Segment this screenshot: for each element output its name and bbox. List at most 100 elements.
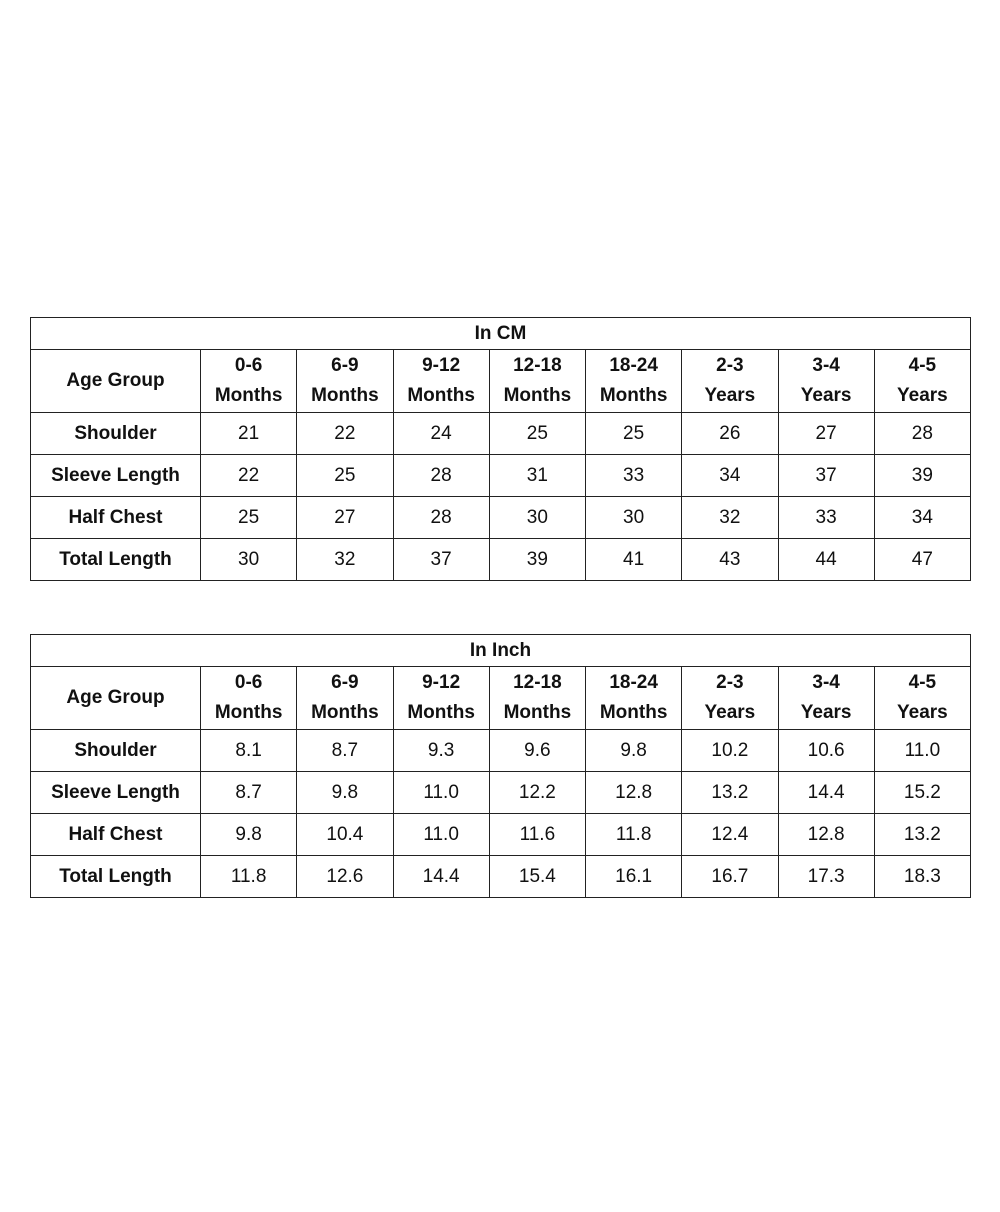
cell-value: 34	[681, 454, 779, 497]
cell-value: 27	[777, 412, 875, 455]
row-label: Sleeve Length	[30, 454, 201, 497]
cell-value: 15.2	[873, 771, 972, 814]
row-label: Total Length	[30, 855, 201, 898]
row-label: Total Length	[30, 538, 201, 581]
age-unit: Months	[214, 385, 283, 406]
row-label: Half Chest	[30, 813, 201, 856]
column-header: 9-12 Months	[392, 349, 490, 413]
cell-value: 30	[584, 496, 683, 539]
cell-value: 12.6	[296, 855, 394, 898]
cell-value: 11.0	[873, 729, 972, 772]
cell-value: 25	[488, 412, 587, 455]
column-header: 9-12 Months	[392, 666, 490, 730]
cell-value: 11.8	[199, 855, 298, 898]
age-range: 4-5	[908, 672, 937, 693]
age-range: 4-5	[908, 355, 937, 376]
cell-value: 22	[199, 454, 298, 497]
cell-value: 32	[296, 538, 394, 581]
cell-value: 9.8	[296, 771, 394, 814]
cell-value: 30	[199, 538, 298, 581]
column-header: 3-4 Years	[777, 349, 875, 413]
age-range: 2-3	[716, 355, 744, 376]
age-range: 18-24	[609, 355, 658, 376]
age-range: 0-6	[234, 672, 263, 693]
age-unit: Months	[214, 702, 283, 723]
table-row: Shoulder 8.1 8.7 9.3 9.6 9.8 10.2 10.6 11.0	[30, 729, 972, 772]
cell-value: 25	[199, 496, 298, 539]
age-range: 18-24	[609, 672, 658, 693]
cell-value: 8.1	[199, 729, 298, 772]
age-unit: Months	[311, 385, 379, 406]
table-row: Half Chest 9.8 10.4 11.0 11.6 11.8 12.4 12.8 13.…	[30, 813, 972, 856]
age-range: 2-3	[716, 672, 744, 693]
cell-value: 12.8	[584, 771, 683, 814]
column-header: 6-9 Months	[296, 666, 394, 730]
age-unit: Years	[897, 702, 948, 723]
cell-value: 8.7	[199, 771, 298, 814]
age-range: 12-18	[513, 355, 562, 376]
age-range: 6-9	[331, 672, 359, 693]
cell-value: 28	[873, 412, 972, 455]
age-unit: Months	[503, 385, 572, 406]
cell-value: 25	[584, 412, 683, 455]
cell-value: 10.6	[777, 729, 875, 772]
column-header: 18-24 Months	[584, 349, 683, 413]
table-row: Total Length 30 32 37 39 41 43 44 47	[30, 538, 972, 581]
cell-value: 39	[873, 454, 972, 497]
column-header: 4-5 Years	[873, 666, 972, 730]
cell-value: 41	[584, 538, 683, 581]
column-header: 18-24 Months	[584, 666, 683, 730]
row-label: Half Chest	[30, 496, 201, 539]
cell-value: 8.7	[296, 729, 394, 772]
cell-value: 43	[681, 538, 779, 581]
age-unit: Years	[800, 385, 852, 406]
table-row: Total Length 11.8 12.6 14.4 15.4 16.1 16.7 17.3…	[30, 855, 972, 898]
cell-value: 10.2	[681, 729, 779, 772]
age-unit: Months	[407, 385, 475, 406]
cell-value: 37	[392, 538, 490, 581]
age-range: 0-6	[234, 355, 263, 376]
age-range: 12-18	[513, 672, 562, 693]
cell-value: 9.3	[392, 729, 490, 772]
age-range: 9-12	[422, 355, 461, 376]
column-header: 4-5 Years	[873, 349, 972, 413]
cell-value: 32	[681, 496, 779, 539]
corner-header: Age Group	[30, 349, 201, 413]
cell-value: 24	[392, 412, 490, 455]
size-table-inch: In Inch Age Group 0-6 Months 6-9 Months 9-12 Mo…	[30, 634, 972, 898]
cell-value: 12.4	[681, 813, 779, 856]
cell-value: 11.0	[392, 813, 490, 856]
cell-value: 44	[777, 538, 875, 581]
column-header: 2-3 Years	[681, 666, 779, 730]
cell-value: 26	[681, 412, 779, 455]
age-unit: Months	[599, 385, 668, 406]
corner-header: Age Group	[30, 666, 201, 730]
cell-value: 39	[488, 538, 587, 581]
table-row: Sleeve Length 22 25 28 31 33 34 37 39	[30, 454, 972, 497]
cell-value: 25	[296, 454, 394, 497]
age-unit: Years	[704, 385, 756, 406]
cell-value: 28	[392, 496, 490, 539]
cell-value: 9.8	[199, 813, 298, 856]
column-header: 2-3 Years	[681, 349, 779, 413]
cell-value: 37	[777, 454, 875, 497]
cell-value: 9.8	[584, 729, 683, 772]
cell-value: 31	[488, 454, 587, 497]
column-header: 12-18 Months	[488, 349, 587, 413]
cell-value: 15.4	[488, 855, 587, 898]
cell-value: 12.8	[777, 813, 875, 856]
column-header: 0-6 Months	[199, 349, 298, 413]
cell-value: 11.0	[392, 771, 490, 814]
cell-value: 14.4	[777, 771, 875, 814]
age-range: 3-4	[812, 355, 840, 376]
age-unit: Years	[897, 385, 948, 406]
row-label: Sleeve Length	[30, 771, 201, 814]
cell-value: 13.2	[681, 771, 779, 814]
size-table-cm: In CM Age Group 0-6 Months 6-9 Months 9-12 Mont…	[30, 317, 972, 581]
cell-value: 33	[584, 454, 683, 497]
age-unit: Years	[704, 702, 756, 723]
cell-value: 16.7	[681, 855, 779, 898]
cell-value: 28	[392, 454, 490, 497]
cell-value: 21	[199, 412, 298, 455]
table-title: In CM	[30, 317, 971, 350]
